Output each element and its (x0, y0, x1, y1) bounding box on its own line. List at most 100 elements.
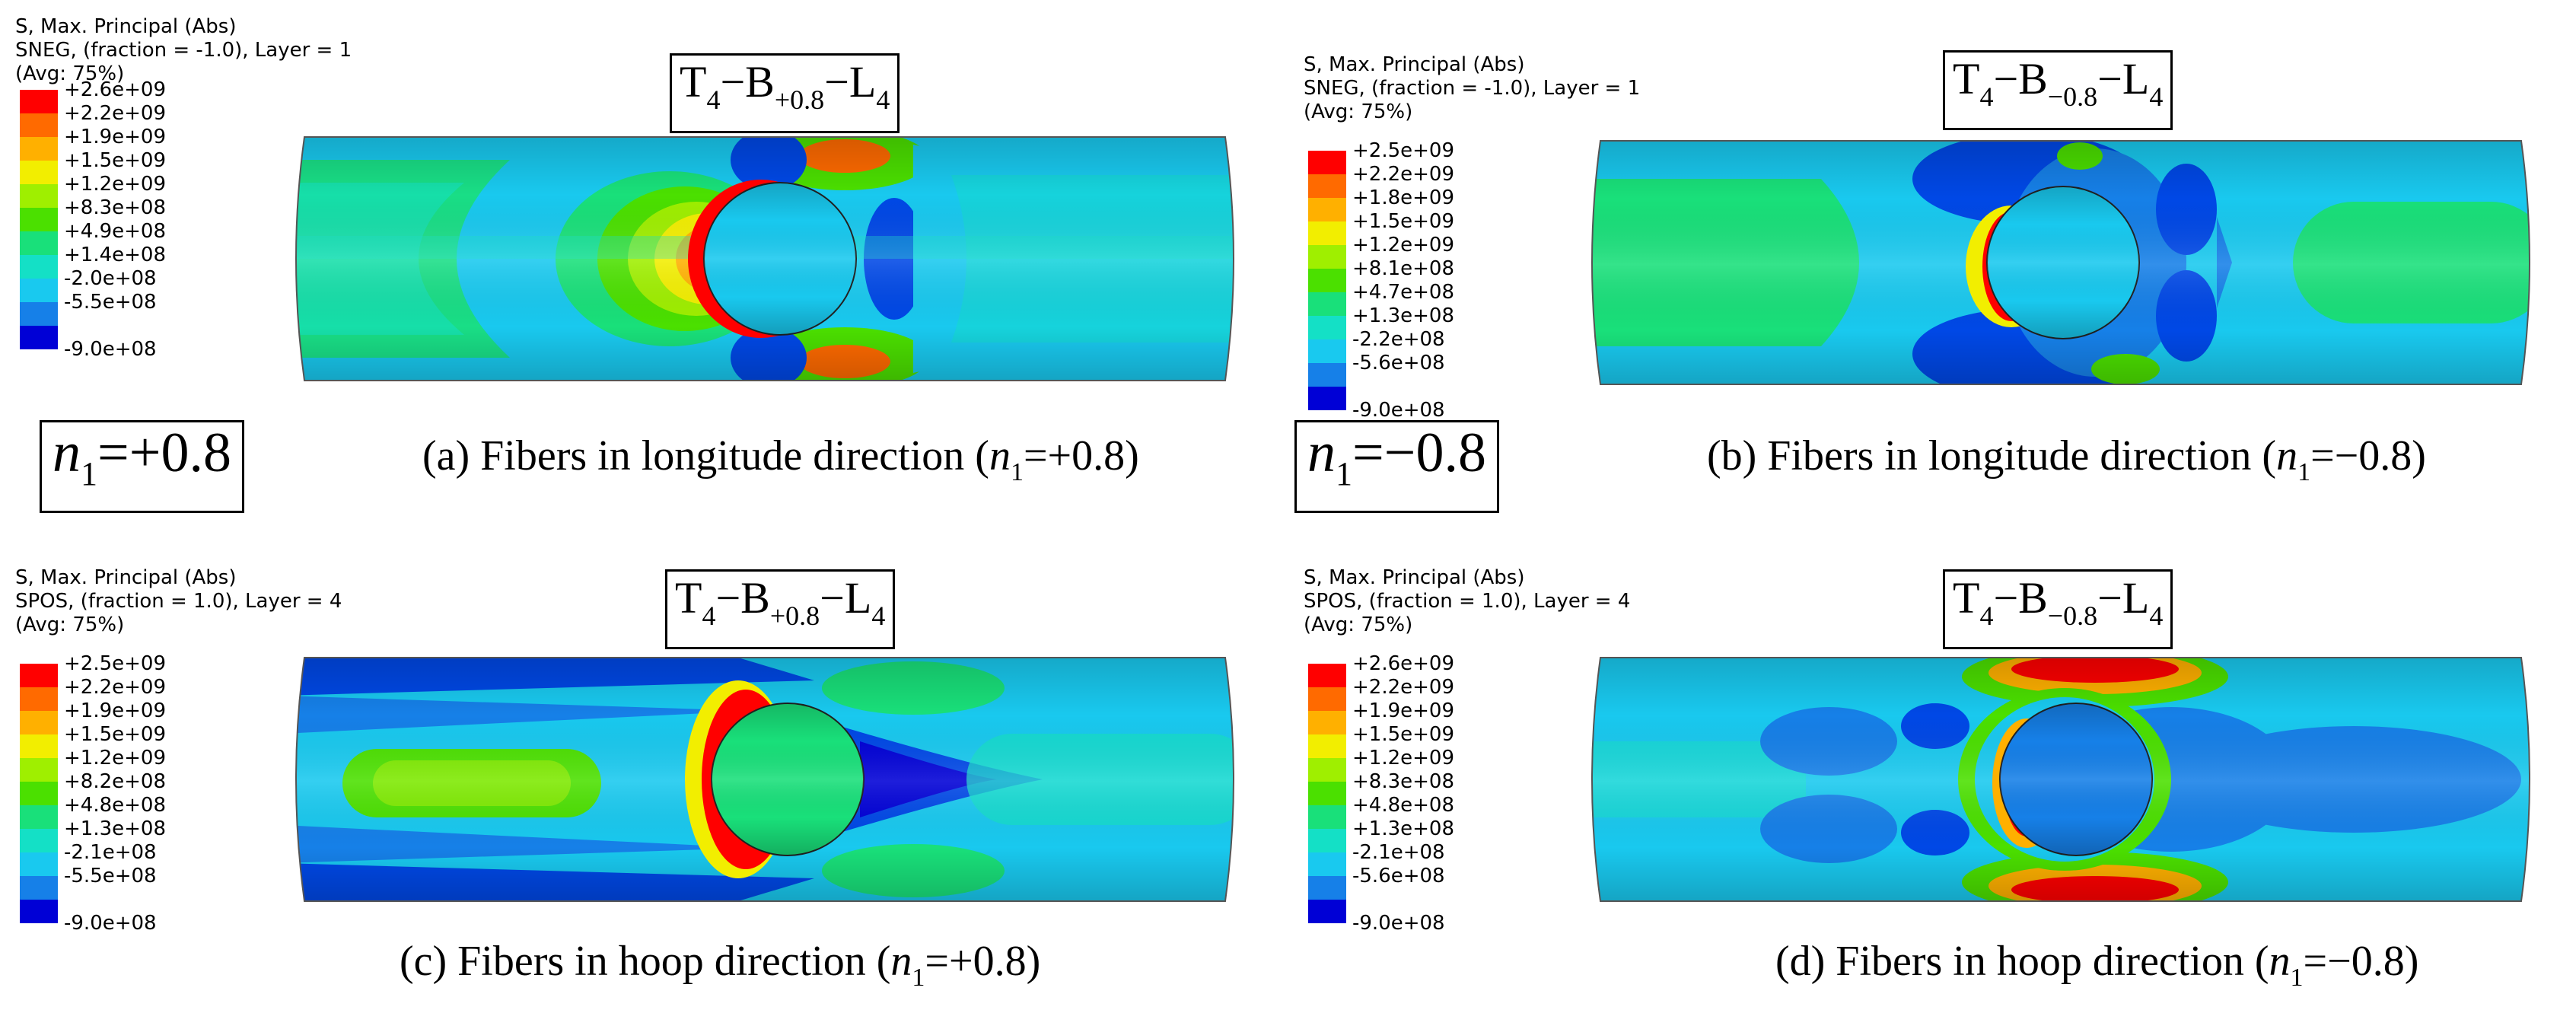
legend-swatch (1308, 292, 1346, 316)
legend-swatch (1308, 339, 1346, 363)
legend-swatch (20, 876, 58, 900)
legend-value: +2.2e+09 (1352, 676, 1454, 699)
legend-swatch (1308, 734, 1346, 758)
panel-c: S, Max. Principal (Abs) SPOS, (fraction … (0, 505, 1288, 1010)
legend-value: +2.2e+09 (1352, 163, 1454, 186)
legend-averaging: (Avg: 75%) (15, 613, 125, 636)
legend-value: +1.9e+09 (64, 699, 166, 722)
legend-swatch (1308, 269, 1346, 292)
legend-value: -9.0e+08 (1352, 399, 1445, 422)
legend-value: -5.5e+08 (64, 291, 157, 314)
legend-value: -2.0e+08 (64, 267, 157, 290)
laminate-label: T4−B+0.8−L4 (670, 53, 900, 133)
legend-value: -9.0e+08 (64, 338, 157, 361)
legend-swatch (1308, 852, 1346, 876)
caption-c: (c) Fibers in hoop direction (n1=+0.8) (400, 938, 1041, 992)
legend-value: -2.1e+08 (64, 841, 157, 864)
legend-averaging: (Avg: 75%) (15, 62, 125, 85)
legend-swatch (1308, 805, 1346, 829)
legend-swatch (1308, 711, 1346, 734)
legend-value: +1.9e+09 (64, 126, 166, 148)
legend-swatch (1308, 829, 1346, 852)
legend-section: SNEG, (fraction = -1.0), Layer = 1 (1304, 77, 1641, 100)
legend-value: +4.9e+08 (64, 220, 166, 243)
legend-swatch (20, 302, 58, 326)
legend-variable: S, Max. Principal (Abs) (15, 15, 237, 38)
group-label-positive: n1=+0.8 (40, 420, 244, 513)
legend-swatch (20, 184, 58, 208)
laminate-label: T4−B−0.8−L4 (1943, 50, 2173, 130)
legend-value: +1.5e+09 (64, 149, 166, 172)
legend-value: +8.3e+08 (1352, 770, 1454, 793)
legend-swatch (1308, 245, 1346, 269)
legend-swatch (1308, 174, 1346, 198)
legend-swatch (20, 255, 58, 279)
legend-swatch (1308, 316, 1346, 339)
legend-averaging: (Avg: 75%) (1304, 613, 1413, 636)
legend-swatch (1308, 758, 1346, 782)
legend-value: +1.2e+09 (64, 173, 166, 196)
legend-swatch (20, 208, 58, 231)
stress-contour-plot (1591, 140, 2530, 385)
legend-header: S, Max. Principal (Abs) SPOS, (fraction … (1304, 566, 1630, 637)
legend-value: +1.3e+08 (64, 817, 166, 840)
legend-swatch (20, 687, 58, 711)
legend-value: -5.6e+08 (1352, 865, 1445, 887)
legend-value: +4.8e+08 (64, 794, 166, 817)
legend-value: +1.5e+09 (64, 723, 166, 746)
legend-value: +1.2e+09 (1352, 234, 1454, 256)
legend-section: SPOS, (fraction = 1.0), Layer = 4 (15, 590, 342, 613)
legend-swatch (20, 805, 58, 829)
legend-swatch (1308, 900, 1346, 923)
legend-value: +8.3e+08 (64, 196, 166, 219)
group-label-negative: n1=−0.8 (1294, 420, 1499, 513)
legend-value: +4.8e+08 (1352, 794, 1454, 817)
legend-value: +1.3e+08 (1352, 817, 1454, 840)
caption-a: (a) Fibers in longitude direction (n1=+0… (422, 432, 1139, 486)
stress-contour-plot (1591, 657, 2530, 902)
legend-value: -2.2e+08 (1352, 328, 1445, 351)
legend-value: +1.5e+09 (1352, 723, 1454, 746)
legend-swatch (1308, 198, 1346, 221)
legend-swatch (20, 664, 58, 687)
legend-swatch (1308, 664, 1346, 687)
legend-value: -5.6e+08 (1352, 352, 1445, 374)
legend-swatch (20, 900, 58, 923)
legend-header: S, Max. Principal (Abs) SNEG, (fraction … (1304, 53, 1640, 124)
legend-swatch (20, 711, 58, 734)
legend-value: +8.1e+08 (1352, 257, 1454, 280)
legend-value: +2.5e+09 (64, 652, 166, 675)
legend-value: +2.6e+09 (64, 78, 166, 101)
legend-swatch (20, 326, 58, 349)
laminate-label: T4−B−0.8−L4 (1943, 569, 2173, 649)
legend-swatch (20, 852, 58, 876)
legend-value: +2.5e+09 (1352, 139, 1454, 162)
legend-swatch (1308, 151, 1346, 174)
legend-swatch (1308, 363, 1346, 387)
legend-value: +2.2e+09 (64, 102, 166, 125)
legend-swatch (20, 231, 58, 255)
caption-b: (b) Fibers in longitude direction (n1=−0… (1707, 432, 2426, 486)
legend-swatch (20, 829, 58, 852)
legend-variable: S, Max. Principal (Abs) (1304, 566, 1525, 589)
legend-value: -9.0e+08 (1352, 912, 1445, 935)
legend-swatch (1308, 387, 1346, 410)
legend-variable: S, Max. Principal (Abs) (1304, 53, 1525, 76)
legend-swatch (20, 161, 58, 184)
legend-value: +1.4e+08 (64, 244, 166, 266)
legend-variable: S, Max. Principal (Abs) (15, 566, 237, 589)
legend-value: +1.3e+08 (1352, 304, 1454, 327)
legend-value: +1.9e+09 (1352, 699, 1454, 722)
panel-a: S, Max. Principal (Abs) SNEG, (fraction … (0, 0, 1288, 513)
legend-swatch (1308, 687, 1346, 711)
panel-b: S, Max. Principal (Abs) SNEG, (fraction … (1288, 0, 2576, 513)
legend-value: +1.5e+09 (1352, 210, 1454, 233)
caption-d: (d) Fibers in hoop direction (n1=−0.8) (1775, 938, 2419, 992)
legend-value: +1.8e+09 (1352, 186, 1454, 209)
legend-header: S, Max. Principal (Abs) SNEG, (fraction … (15, 15, 352, 86)
legend-swatch (20, 90, 58, 113)
legend-swatch (20, 279, 58, 302)
legend-swatch (20, 113, 58, 137)
laminate-label: T4−B+0.8−L4 (665, 569, 896, 649)
legend-value: +2.6e+09 (1352, 652, 1454, 675)
